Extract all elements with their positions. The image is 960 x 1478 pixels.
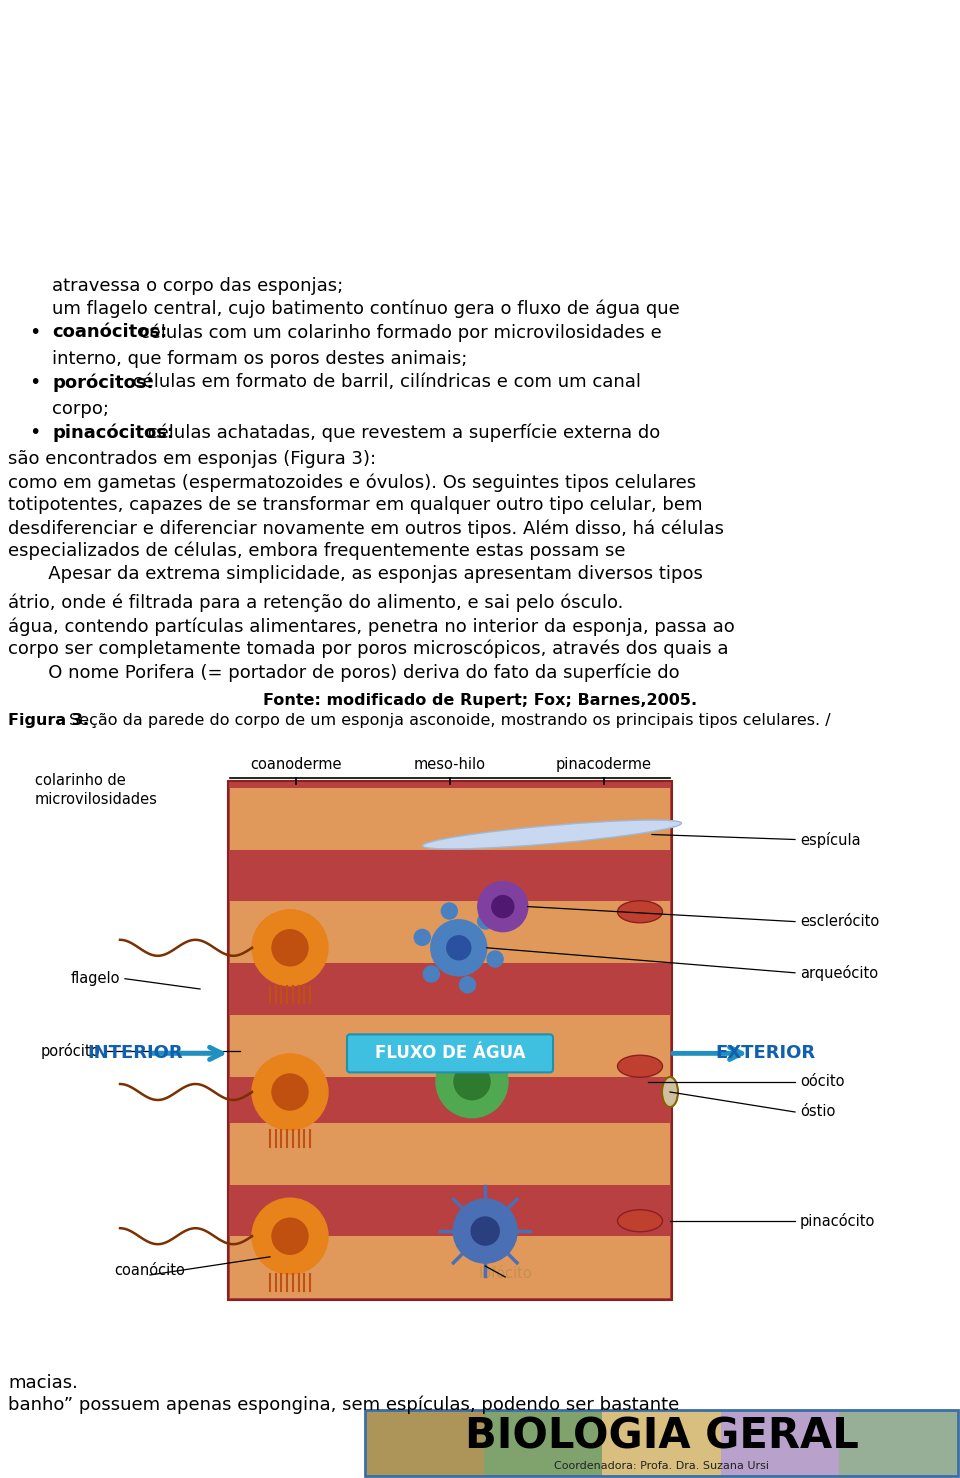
Text: água, contendo partículas alimentares, penetra no interior da esponja, passa ao: água, contendo partículas alimentares, p… (8, 616, 734, 636)
Text: como em gametas (espermatozoides e óvulos). Os seguintes tipos celulares: como em gametas (espermatozoides e óvulo… (8, 473, 696, 492)
Text: corpo;: corpo; (52, 401, 109, 418)
Circle shape (252, 1199, 328, 1274)
Text: INTERIOR: INTERIOR (87, 1045, 182, 1063)
Circle shape (487, 950, 503, 967)
Text: •: • (30, 423, 40, 442)
Text: um flagelo central, cujo batimento contínuo gera o fluxo de água que: um flagelo central, cujo batimento contí… (52, 300, 680, 318)
Bar (230, 1015, 670, 1076)
Circle shape (478, 913, 493, 930)
Circle shape (252, 910, 328, 986)
Bar (365, 1410, 484, 1477)
Text: átrio, onde é filtrada para a retenção do alimento, e sai pelo ósculo.: átrio, onde é filtrada para a retenção d… (8, 594, 623, 612)
Circle shape (272, 1075, 308, 1110)
Text: BIOLOGIA GERAL: BIOLOGIA GERAL (465, 1416, 858, 1457)
Text: células achatadas, que revestem a superfície externa do: células achatadas, que revestem a superf… (142, 423, 660, 442)
Text: meso-hilo: meso-hilo (414, 757, 486, 772)
FancyBboxPatch shape (228, 780, 672, 1301)
Bar (230, 1123, 670, 1185)
Bar (484, 1410, 602, 1477)
Text: são encontrados em esponjas (Figura 3):: são encontrados em esponjas (Figura 3): (8, 449, 376, 469)
Text: colarinho de
microvilosidades: colarinho de microvilosidades (35, 773, 157, 807)
Text: •: • (30, 324, 40, 341)
Circle shape (478, 881, 528, 931)
Text: esclerócito: esclerócito (800, 913, 879, 930)
FancyBboxPatch shape (347, 1035, 553, 1073)
Bar (365, 1410, 958, 1477)
Bar (839, 1410, 958, 1477)
Text: pinacócitos:: pinacócitos: (52, 423, 174, 442)
Circle shape (442, 903, 457, 919)
Text: Fonte: modificado de Rupert; Fox; Barnes,2005.: Fonte: modificado de Rupert; Fox; Barnes… (263, 693, 697, 708)
Circle shape (431, 919, 487, 975)
Bar (230, 788, 670, 850)
Text: coanócitos:: coanócitos: (52, 324, 167, 341)
Text: oócito: oócito (800, 1075, 845, 1089)
Text: •: • (30, 372, 40, 392)
Text: Figura 3.: Figura 3. (8, 712, 89, 729)
Text: porócitos:: porócitos: (52, 372, 154, 392)
Circle shape (492, 896, 514, 918)
Text: O nome Porifera (= portador de poros) deriva do fato da superfície do: O nome Porifera (= portador de poros) de… (8, 664, 680, 681)
Text: EXTERIOR: EXTERIOR (715, 1045, 815, 1063)
Bar (602, 1410, 721, 1477)
Text: pinacoderme: pinacoderme (556, 757, 652, 772)
Text: FLUXO DE ÁGUA: FLUXO DE ÁGUA (374, 1045, 525, 1063)
Ellipse shape (617, 900, 662, 922)
Circle shape (454, 1064, 490, 1100)
Circle shape (453, 1199, 517, 1264)
Text: coanócito: coanócito (114, 1264, 185, 1278)
Text: arqueócito: arqueócito (800, 965, 878, 981)
Text: atravessa o corpo das esponjas;: atravessa o corpo das esponjas; (52, 276, 344, 296)
Circle shape (272, 930, 308, 965)
Circle shape (471, 1216, 499, 1244)
Bar (230, 1236, 670, 1298)
Circle shape (446, 936, 470, 959)
Text: óstio: óstio (800, 1104, 835, 1119)
Circle shape (272, 1218, 308, 1255)
Text: Seção da parede do corpo de um esponja asconoide, mostrando os principais tipos : Seção da parede do corpo de um esponja a… (64, 712, 830, 729)
Ellipse shape (617, 1055, 662, 1077)
Text: lofócito: lofócito (478, 1267, 532, 1281)
Circle shape (460, 977, 475, 993)
Text: porócito: porócito (40, 1043, 100, 1058)
Ellipse shape (422, 820, 682, 848)
Bar (230, 902, 670, 964)
Text: interno, que formam os poros destes animais;: interno, que formam os poros destes anim… (52, 350, 468, 368)
Text: macias.: macias. (8, 1375, 78, 1392)
Text: corpo ser completamente tomada por poros microscópicos, através dos quais a: corpo ser completamente tomada por poros… (8, 640, 729, 659)
Ellipse shape (662, 1077, 678, 1107)
Text: totipotentes, capazes de se transformar em qualquer outro tipo celular, bem: totipotentes, capazes de se transformar … (8, 497, 703, 514)
Circle shape (415, 930, 430, 946)
Circle shape (423, 967, 440, 981)
Text: especializados de células, embora frequentemente estas possam se: especializados de células, embora freque… (8, 542, 626, 560)
Circle shape (436, 1046, 508, 1117)
Text: Coordenadora: Profa. Dra. Suzana Ursi: Coordenadora: Profa. Dra. Suzana Ursi (554, 1462, 769, 1471)
Bar (721, 1410, 839, 1477)
Ellipse shape (617, 1210, 662, 1231)
Circle shape (252, 1054, 328, 1131)
Text: células em formato de barril, cilíndricas e com um canal: células em formato de barril, cilíndrica… (127, 372, 641, 392)
Text: células com um colarinho formado por microvilosidades e: células com um colarinho formado por mic… (134, 324, 662, 341)
Text: Apesar da extrema simplicidade, as esponjas apresentam diversos tipos: Apesar da extrema simplicidade, as espon… (8, 565, 703, 582)
Text: flagelo: flagelo (70, 971, 120, 986)
Text: banho” possuem apenas espongina, sem espículas, podendo ser bastante: banho” possuem apenas espongina, sem esp… (8, 1397, 680, 1414)
Text: espícula: espícula (800, 832, 860, 847)
Text: desdiferenciar e diferenciar novamente em outros tipos. Além disso, há células: desdiferenciar e diferenciar novamente e… (8, 519, 724, 538)
Text: coanoderme: coanoderme (251, 757, 342, 772)
Text: pinacócito: pinacócito (800, 1213, 876, 1228)
